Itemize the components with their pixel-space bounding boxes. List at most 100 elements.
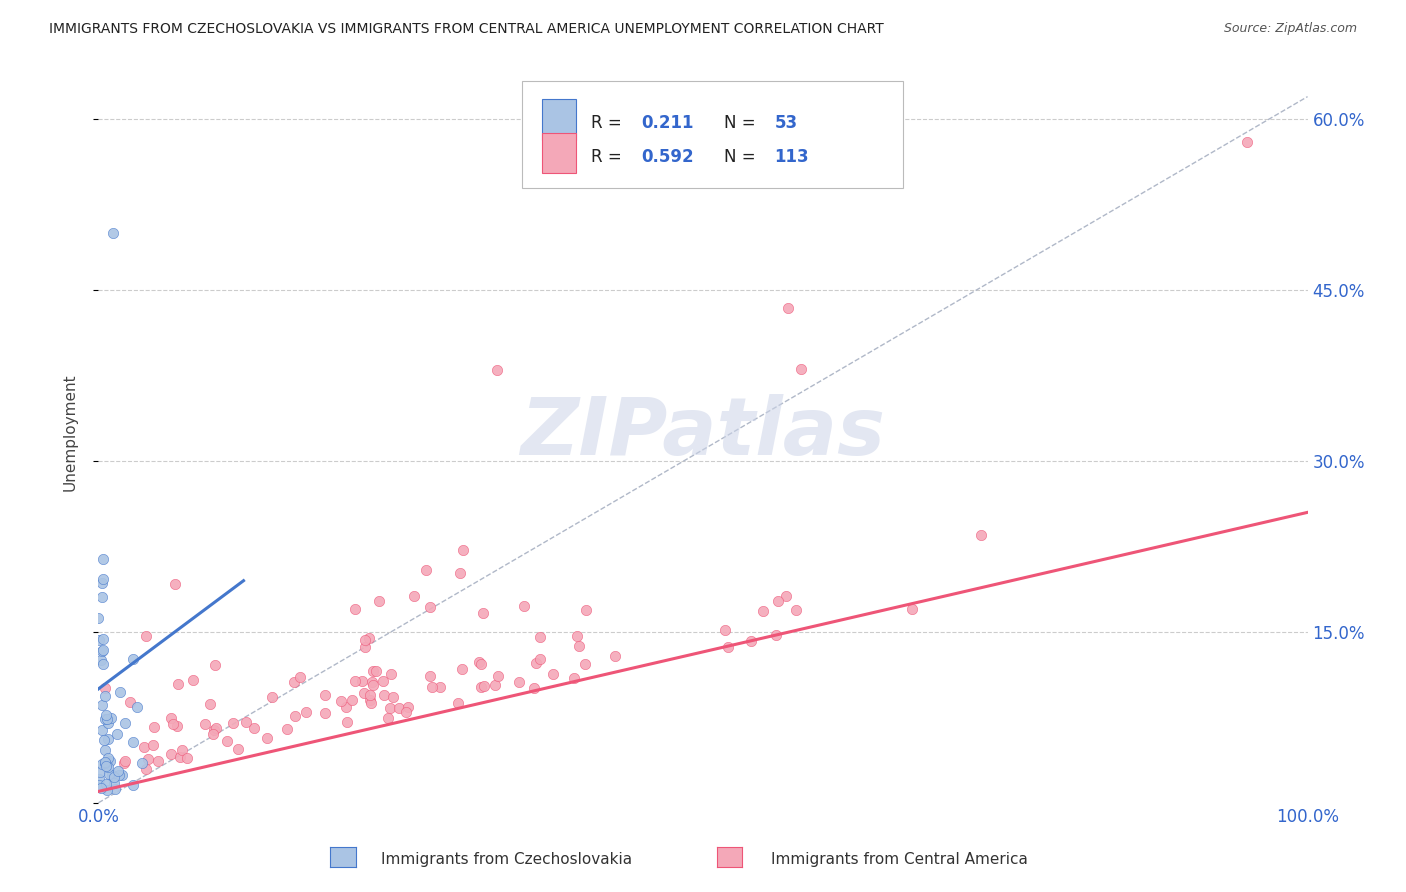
Point: [91, 576, 114, 591]
Point: [94, 743, 117, 757]
Point: [107, 768, 129, 782]
Point: [90, 781, 112, 796]
Point: [775, 589, 797, 603]
Point: [103, 770, 125, 784]
Point: [89, 632, 111, 647]
Point: [567, 629, 589, 643]
Point: [104, 781, 127, 796]
Point: [142, 738, 165, 752]
Point: [380, 666, 402, 681]
Point: [198, 697, 221, 711]
Point: [364, 664, 387, 678]
Point: [335, 700, 357, 714]
Point: [176, 751, 198, 765]
Point: [138, 752, 160, 766]
Point: [451, 662, 474, 676]
Point: [148, 754, 170, 768]
Point: [201, 726, 224, 740]
Point: [396, 700, 419, 714]
Point: [87, 611, 110, 625]
Text: N =: N =: [724, 147, 761, 166]
Point: [314, 688, 336, 702]
Point: [288, 670, 311, 684]
Point: [605, 649, 627, 664]
Text: N =: N =: [724, 114, 761, 132]
Point: [529, 630, 551, 644]
Point: [388, 701, 411, 715]
Point: [381, 690, 404, 705]
Point: [468, 655, 491, 669]
Point: [93, 573, 115, 587]
Point: [447, 697, 470, 711]
Point: [336, 714, 359, 729]
Point: [470, 657, 492, 671]
Point: [163, 577, 186, 591]
Point: [377, 710, 399, 724]
Point: [100, 767, 122, 781]
Point: [90, 590, 112, 604]
Point: [354, 633, 377, 648]
Point: [378, 701, 401, 715]
Point: [94, 755, 117, 769]
Point: [96, 759, 118, 773]
Point: [103, 776, 125, 790]
Point: [96, 782, 118, 797]
Point: [97, 760, 120, 774]
Point: [751, 604, 773, 618]
Point: [97, 716, 120, 731]
Point: [524, 657, 547, 671]
Text: 113: 113: [775, 147, 808, 166]
Point: [243, 721, 266, 735]
Point: [360, 696, 382, 710]
Point: [765, 628, 787, 642]
Point: [94, 756, 117, 771]
Bar: [543, 99, 576, 140]
Point: [284, 709, 307, 723]
Point: [94, 712, 117, 726]
Point: [91, 657, 114, 671]
Point: [522, 681, 544, 695]
Point: [97, 732, 120, 747]
Point: [105, 727, 128, 741]
Point: [295, 705, 318, 719]
Point: [132, 739, 155, 754]
Point: [160, 711, 183, 725]
Point: [344, 602, 367, 616]
Point: [143, 720, 166, 734]
Point: [713, 623, 735, 637]
Point: [215, 734, 238, 748]
Point: [359, 688, 381, 702]
Point: [402, 589, 425, 603]
Point: [121, 735, 143, 749]
Point: [118, 695, 141, 709]
Point: [785, 603, 807, 617]
Point: [87, 778, 110, 792]
Point: [94, 681, 117, 695]
Point: [360, 674, 382, 689]
Point: [340, 693, 363, 707]
Point: [283, 674, 305, 689]
Text: ZIPatlas: ZIPatlas: [520, 393, 886, 472]
Point: [363, 678, 385, 692]
Point: [574, 603, 596, 617]
Text: 0.211: 0.211: [641, 114, 693, 132]
Point: [276, 722, 298, 736]
Point: [122, 652, 145, 666]
Point: [574, 657, 596, 671]
Point: [89, 772, 111, 787]
Point: [221, 715, 243, 730]
Point: [202, 723, 225, 738]
Point: [205, 722, 228, 736]
Point: [90, 653, 112, 667]
Point: [91, 642, 114, 657]
Point: [91, 723, 114, 737]
Point: [90, 757, 112, 772]
Point: [486, 668, 509, 682]
Point: [91, 644, 114, 658]
Point: [122, 778, 145, 792]
Point: [96, 712, 118, 726]
Point: [93, 552, 115, 566]
Point: [472, 679, 495, 693]
Point: [419, 669, 441, 683]
Text: R =: R =: [591, 114, 627, 132]
